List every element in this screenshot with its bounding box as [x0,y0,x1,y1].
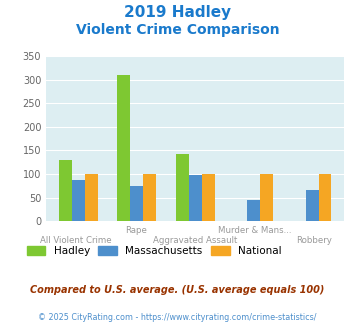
Bar [85,174,98,221]
Text: Aggravated Assault: Aggravated Assault [153,236,237,245]
Bar [118,75,130,221]
Text: Rape: Rape [125,226,147,235]
Text: 2019 Hadley: 2019 Hadley [124,5,231,20]
Text: © 2025 CityRating.com - https://www.cityrating.com/crime-statistics/: © 2025 CityRating.com - https://www.city… [38,313,317,322]
Bar [202,174,214,221]
Text: Compared to U.S. average. (U.S. average equals 100): Compared to U.S. average. (U.S. average … [30,285,325,295]
Text: Violent Crime Comparison: Violent Crime Comparison [76,23,279,37]
Bar [306,190,319,221]
Legend: Hadley, Massachusetts, National: Hadley, Massachusetts, National [27,246,282,256]
Bar [59,160,72,221]
Bar [189,175,202,221]
Text: Murder & Mans...: Murder & Mans... [218,226,292,235]
Bar [130,186,143,221]
Text: Robbery: Robbery [296,236,333,245]
Bar [247,200,260,221]
Bar [143,174,156,221]
Bar [72,180,85,221]
Bar [176,154,189,221]
Bar [260,174,273,221]
Bar [319,174,332,221]
Text: All Violent Crime: All Violent Crime [40,236,112,245]
